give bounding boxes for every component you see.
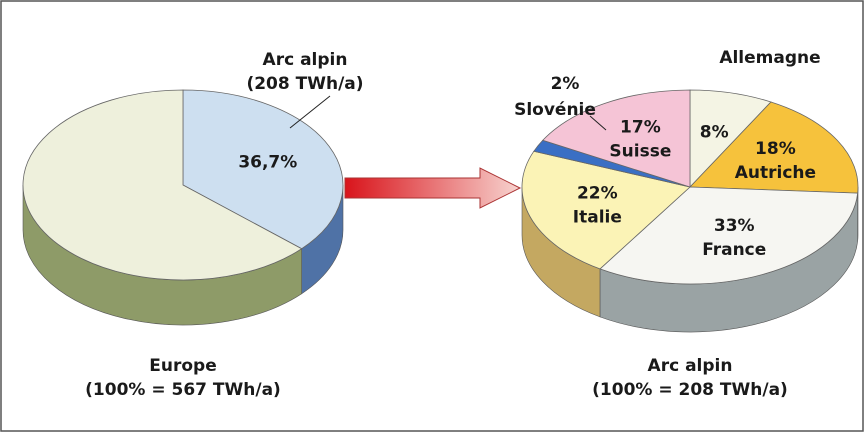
category-label: Suisse	[609, 142, 671, 162]
slice	[182, 89, 344, 250]
slice	[542, 89, 691, 188]
value-label: 22%	[577, 183, 618, 203]
slice	[599, 186, 859, 285]
value-label: 18%	[755, 139, 796, 159]
pie-subtitle: (100% = 567 TWh/a)	[85, 380, 281, 400]
slice	[22, 89, 303, 281]
category-label: Arc alpin	[263, 50, 348, 70]
pie-subtitle: (100% = 208 TWh/a)	[592, 380, 788, 400]
pie-title: Arc alpin	[648, 356, 733, 376]
arrow	[344, 167, 522, 209]
value-label: 17%	[620, 118, 661, 138]
value-label: 33%	[714, 216, 755, 236]
slice	[689, 101, 859, 194]
pies: 36,7% Arc alpin (208 TWh/a) Europe (100% = 5…	[22, 48, 859, 400]
category-label: Italie	[573, 207, 622, 227]
category-label: Slovénie	[514, 100, 596, 120]
category-label: Allemagne	[719, 48, 820, 68]
annotation: (208 TWh/a)	[246, 74, 363, 94]
category-label: Autriche	[735, 163, 816, 183]
value-label: 8%	[700, 123, 729, 143]
value-label: 2%	[551, 74, 580, 94]
category-label: France	[702, 240, 766, 260]
pie-title: Europe	[149, 356, 216, 376]
value-label: 36,7%	[238, 153, 297, 173]
leader-line	[289, 95, 331, 129]
leader-line	[589, 115, 607, 131]
slice	[521, 150, 691, 270]
